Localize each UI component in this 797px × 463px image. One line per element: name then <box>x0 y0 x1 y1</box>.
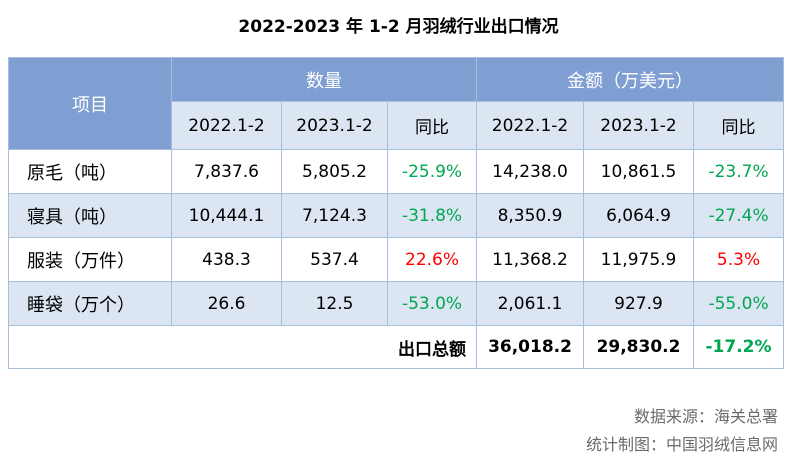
column-header: 2022.1-2 <box>171 101 282 150</box>
data-row: 原毛（吨） 7,837.6 5,805.2 -25.9% 14,238.0 10,861.… <box>8 149 785 194</box>
total-cell: 29,830.2 <box>583 325 695 369</box>
row-label: 寝具（吨） <box>8 193 172 238</box>
cell: 5.3% <box>693 237 785 282</box>
group-header: 金额（万美元） <box>476 57 785 102</box>
cell: 11,368.2 <box>476 237 585 282</box>
data-row: 服装（万件） 438.3 537.4 22.6% 11,368.2 11,975.9 5.3… <box>8 237 785 282</box>
cell: 2,061.1 <box>476 281 585 326</box>
total-label: 出口总额 <box>7 325 478 369</box>
data-row: 寝具（吨） 10,444.1 7,124.3 -31.8% 8,350.9 6,064.9… <box>8 193 785 238</box>
cell: 438.3 <box>171 237 282 282</box>
title: 2022-2023 年 1-2 月羽绒行业出口情况 <box>238 17 559 37</box>
column-header: 同比 <box>386 101 478 150</box>
cell: 8,350.9 <box>476 193 585 238</box>
cell: -25.9% <box>386 149 478 194</box>
cell: 22.6% <box>386 237 478 282</box>
cell: 10,444.1 <box>171 193 282 238</box>
row-label: 睡袋（万个） <box>8 281 172 326</box>
cell: 11,975.9 <box>583 237 695 282</box>
source: 数据来源：海关总署 <box>633 407 778 426</box>
cell: -23.7% <box>693 149 785 194</box>
column-header: 2023.1-2 <box>583 101 695 150</box>
column-header: 2023.1-2 <box>281 101 388 150</box>
total-cell: -17.2% <box>693 325 785 369</box>
data-row: 睡袋（万个） 26.6 12.5 -53.0% 2,061.1 927.9 -55.0% <box>8 281 785 326</box>
row-label: 原毛（吨） <box>8 149 172 194</box>
cell: -53.0% <box>386 281 478 326</box>
credit: 统计制图：中国羽绒信息网 <box>585 435 778 454</box>
column-header: 2022.1-2 <box>476 101 585 150</box>
cell: 7,837.6 <box>171 149 282 194</box>
cell: -27.4% <box>693 193 785 238</box>
cell: -31.8% <box>386 193 478 238</box>
cell: -55.0% <box>693 281 785 326</box>
group-header: 数量 <box>170 57 478 102</box>
cell: 5,805.2 <box>281 149 388 194</box>
cell: 12.5 <box>281 281 388 326</box>
item-header: 项目 <box>8 57 172 150</box>
cell: 927.9 <box>583 281 695 326</box>
cell: 10,861.5 <box>583 149 695 194</box>
total-cell: 36,018.2 <box>476 325 585 369</box>
total-row: 出口总额 36,018.2 29,830.2 -17.2% <box>7 325 785 369</box>
table-body: 项目 数量 金额（万美元） 2022.1-2 2023.1-2 同比 2022.1-2… <box>7 57 785 369</box>
subheader-row: 2022.1-2 2023.1-2 同比 2022.1-2 2023.1-2 同比 <box>9 101 785 150</box>
cell: 14,238.0 <box>476 149 585 194</box>
cell: 26.6 <box>171 281 282 326</box>
cell: 7,124.3 <box>281 193 388 238</box>
column-header: 同比 <box>693 101 785 150</box>
header-row: 项目 数量 金额（万美元） <box>8 57 785 150</box>
cell: 6,064.9 <box>583 193 695 238</box>
export-table: 项目 数量 金额（万美元） 2022.1-2 2023.1-2 同比 2022.1-2… <box>7 57 785 369</box>
row-label: 服装（万件） <box>8 237 172 282</box>
cell: 537.4 <box>281 237 388 282</box>
